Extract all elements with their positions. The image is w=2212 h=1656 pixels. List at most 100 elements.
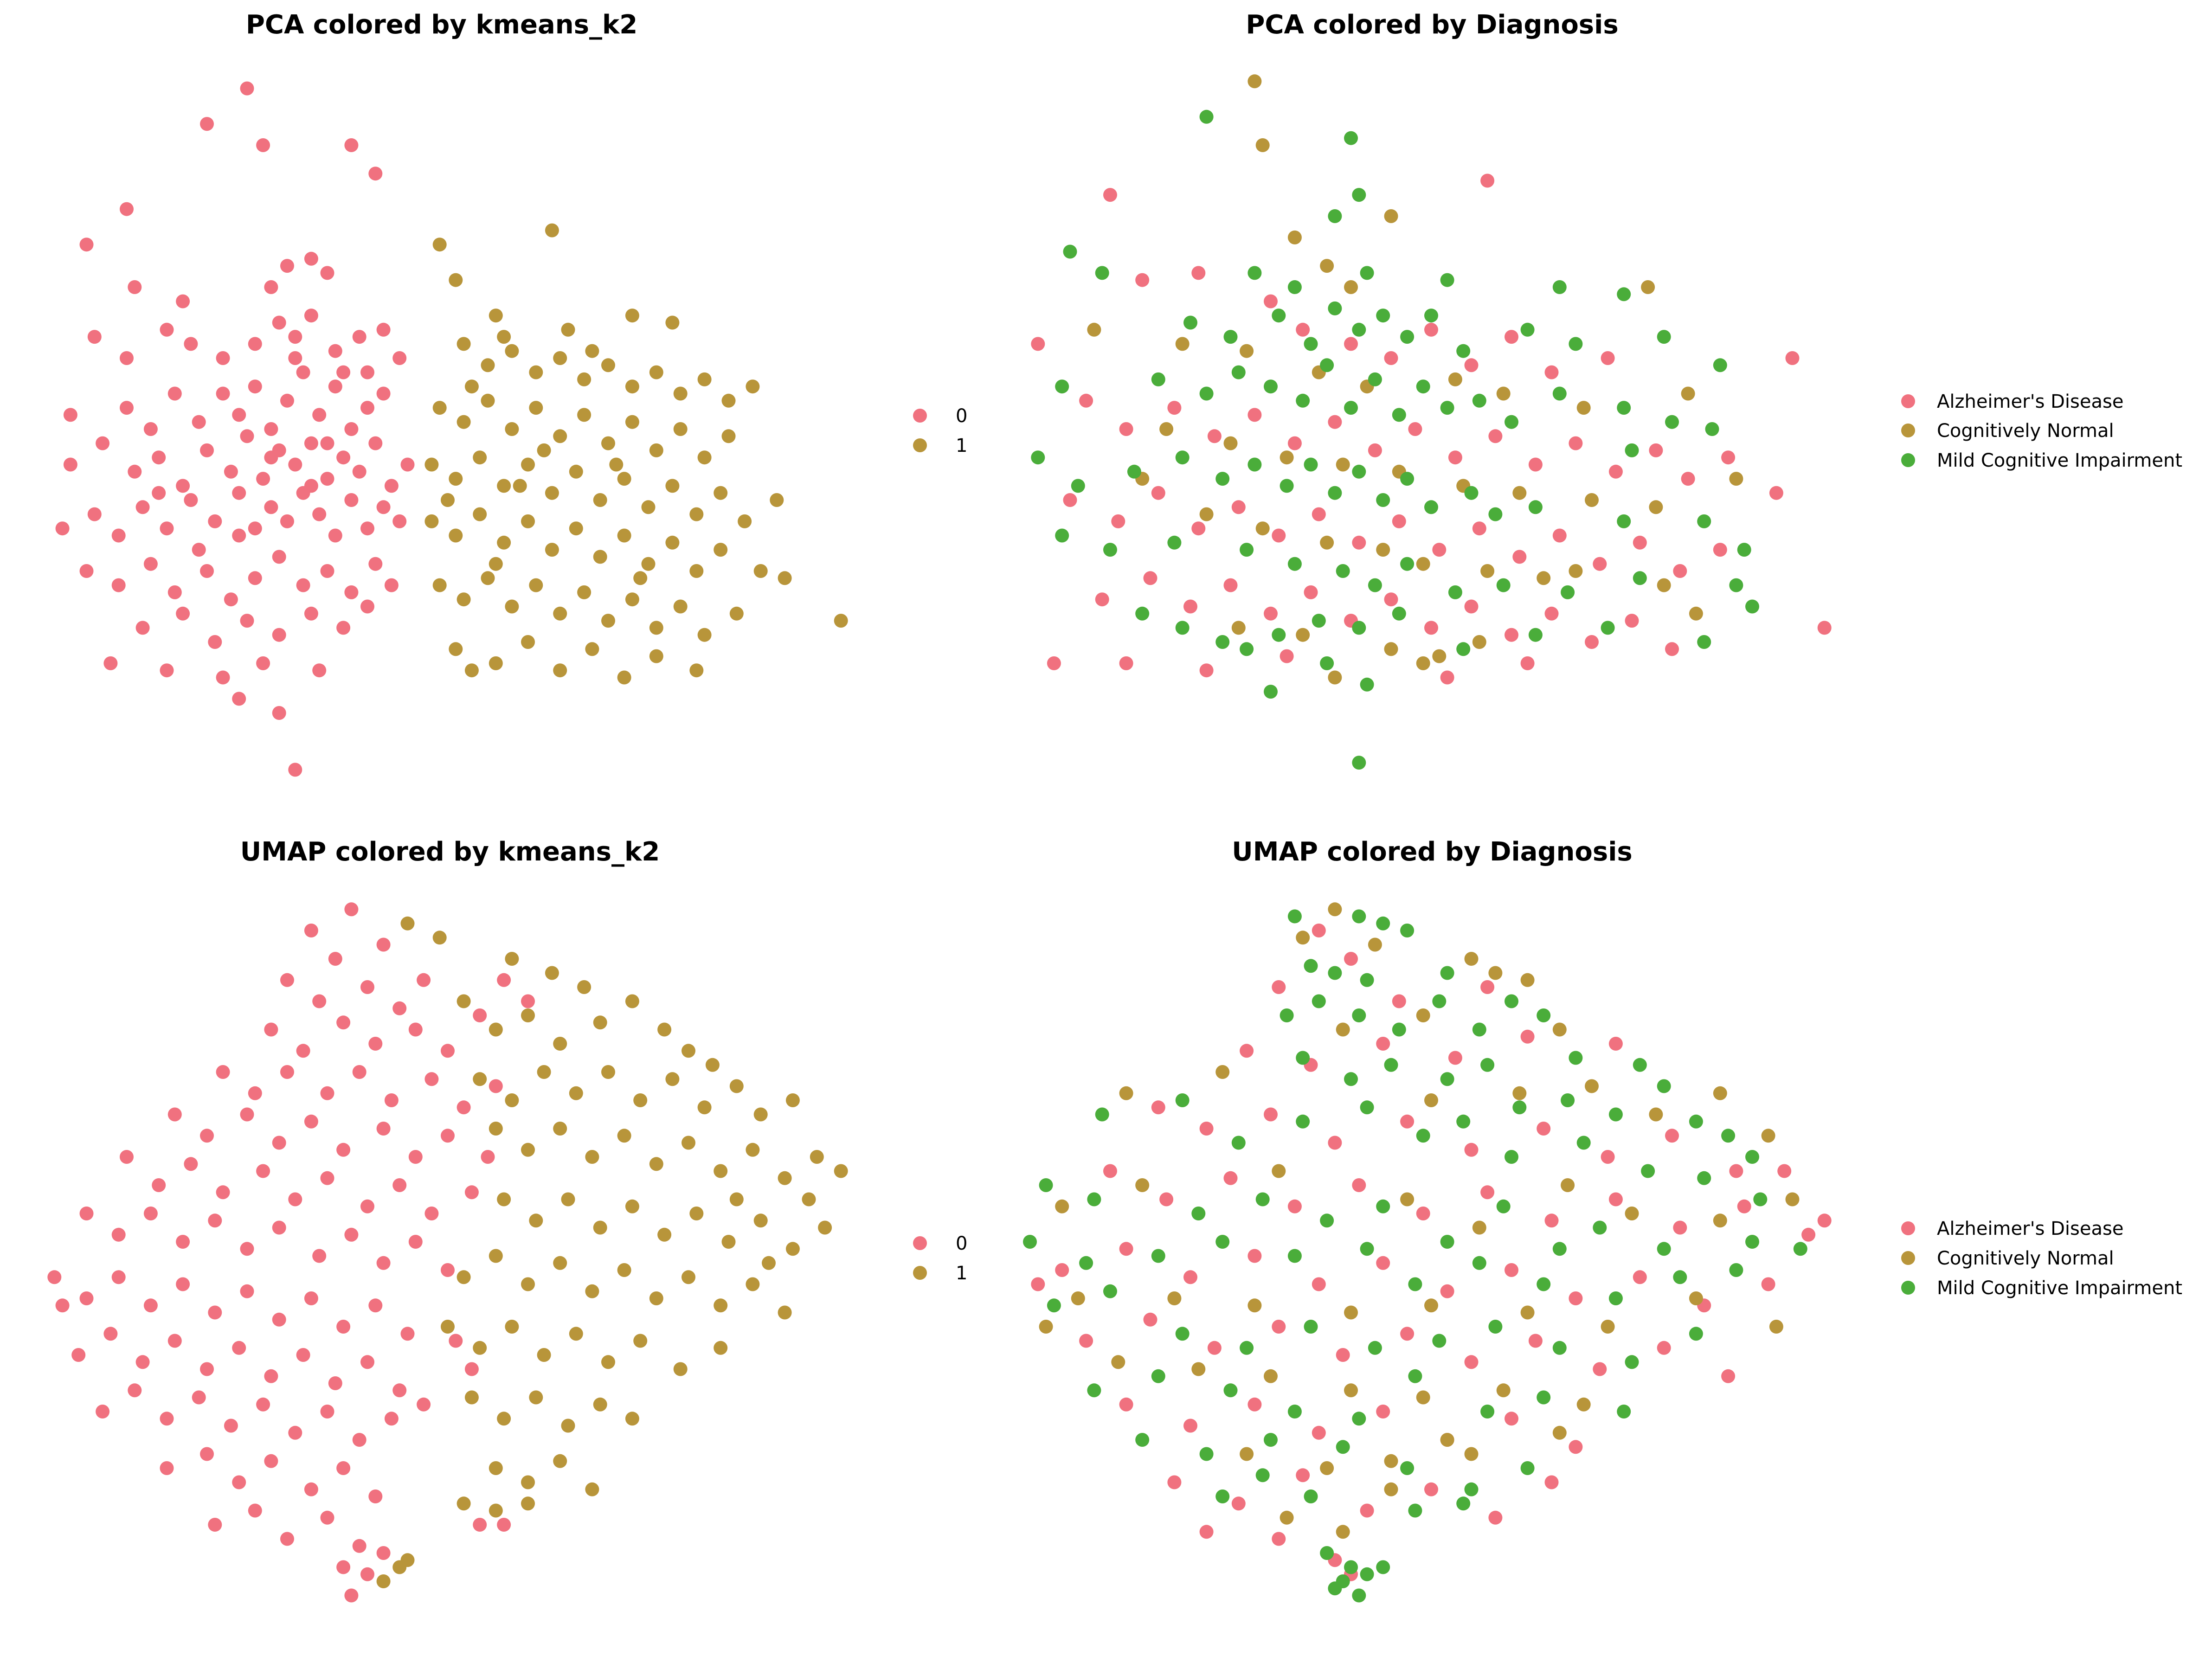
data-point [432, 578, 447, 592]
data-point [264, 1369, 278, 1383]
data-point [537, 1348, 551, 1362]
data-point [1593, 1220, 1607, 1235]
data-point [497, 973, 511, 987]
data-point [505, 344, 519, 358]
legend-label-cognitively-normal: Cognitively Normal [1937, 1248, 2114, 1269]
data-point [1280, 450, 1294, 465]
data-point [497, 1518, 511, 1532]
data-point [1360, 1503, 1374, 1518]
data-point [1464, 952, 1479, 966]
data-point [505, 952, 519, 966]
data-point [1552, 1242, 1567, 1256]
data-point [1223, 330, 1238, 344]
data-point [1416, 656, 1430, 670]
data-point [1713, 543, 1727, 557]
data-point [328, 379, 342, 394]
data-point [424, 457, 439, 472]
data-point [441, 1044, 455, 1058]
data-point [1384, 1058, 1398, 1072]
data-point [1569, 436, 1583, 450]
data-point [545, 543, 559, 557]
data-point [1416, 557, 1430, 571]
data-point [569, 1327, 583, 1341]
data-point [785, 1242, 800, 1256]
data-point [505, 1093, 519, 1107]
data-point [689, 1207, 704, 1220]
data-point [1296, 322, 1310, 337]
data-point [1223, 1171, 1238, 1185]
legend-label-1: 1 [956, 435, 967, 456]
data-point [1240, 1341, 1254, 1355]
data-point [1151, 486, 1165, 500]
legend-marker-cognitively-normal [1901, 424, 1915, 437]
data-point [1304, 1489, 1318, 1503]
data-point [1304, 457, 1318, 472]
data-point [1400, 330, 1415, 344]
data-point [79, 564, 94, 578]
data-point [312, 994, 327, 1008]
data-point [513, 479, 527, 493]
data-point [1585, 635, 1599, 649]
data-point [232, 408, 246, 422]
data-point [160, 1461, 174, 1475]
data-point [1400, 1114, 1415, 1129]
data-point [1480, 980, 1495, 994]
data-point [657, 1022, 672, 1037]
data-point [1432, 1334, 1447, 1348]
data-point [1328, 486, 1342, 500]
data-point [449, 472, 463, 486]
data-point [1713, 358, 1727, 372]
data-point [1344, 401, 1358, 415]
data-point [1689, 606, 1703, 621]
data-point [1432, 994, 1447, 1008]
data-point [1320, 358, 1334, 372]
data-point [1264, 1107, 1278, 1122]
data-point [135, 621, 150, 635]
data-point [1392, 1022, 1406, 1037]
data-point [689, 507, 704, 521]
data-point [1641, 1164, 1655, 1178]
data-point [1424, 1093, 1438, 1107]
data-point [464, 1185, 479, 1200]
data-point [184, 493, 198, 507]
data-point [1384, 209, 1398, 223]
data-point [1159, 422, 1174, 436]
data-point [1135, 1433, 1150, 1447]
data-point [1159, 1192, 1174, 1207]
data-point [1576, 1397, 1591, 1412]
data-point [240, 1284, 254, 1298]
data-point [1191, 1362, 1206, 1376]
data-point [1400, 557, 1415, 571]
data-point [1761, 1277, 1775, 1291]
data-point [721, 393, 736, 408]
data-point [232, 486, 246, 500]
data-point [1344, 1072, 1358, 1086]
data-point [1496, 578, 1511, 592]
data-point [1095, 266, 1109, 280]
data-point [344, 1588, 359, 1603]
data-point [1287, 557, 1302, 571]
data-point [400, 916, 415, 931]
data-point [441, 1263, 455, 1277]
data-point [1384, 1482, 1398, 1496]
data-point [1199, 1525, 1214, 1539]
data-point [1697, 635, 1711, 649]
legend-label-mci: Mild Cognitive Impairment [1937, 1277, 2182, 1299]
data-point [1424, 308, 1438, 323]
data-point [553, 1037, 567, 1051]
data-point [424, 1072, 439, 1086]
data-point [457, 1100, 471, 1115]
data-point [1593, 557, 1607, 571]
data-point [649, 621, 663, 635]
legend-marker-1 [913, 438, 927, 452]
data-point [272, 628, 286, 642]
data-point [729, 606, 744, 621]
data-point [272, 1220, 286, 1235]
legend-marker-mci [1901, 453, 1915, 467]
data-point [529, 365, 543, 379]
data-point [1721, 1369, 1736, 1383]
data-point [553, 1256, 567, 1270]
data-point [1569, 337, 1583, 351]
data-point [352, 330, 367, 344]
data-point [120, 401, 134, 415]
